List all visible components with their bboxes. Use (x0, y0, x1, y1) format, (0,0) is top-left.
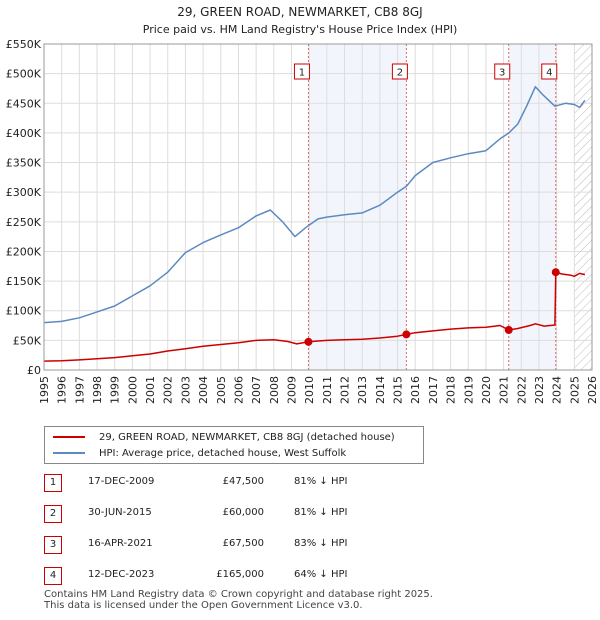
transaction-price: £47,500 (222, 476, 264, 487)
sale-marker-label: 1 (299, 68, 305, 79)
x-tick-label: 2006 (232, 376, 245, 404)
sale-point (504, 325, 513, 334)
legend-swatch-property (53, 436, 85, 438)
sale-marker-label: 3 (499, 68, 505, 79)
sale-marker-box (494, 63, 511, 80)
y-tick-label: £200K (6, 245, 42, 258)
x-tick-label: 2014 (374, 376, 387, 404)
x-tick-label: 2005 (215, 376, 228, 404)
footer: Contains HM Land Registry data © Crown c… (44, 589, 433, 611)
period-shade (508, 44, 556, 370)
x-tick-label: 2017 (427, 376, 440, 404)
x-tick-label: 2001 (144, 376, 157, 404)
x-tick-label: 1998 (91, 376, 104, 404)
plot-border (43, 43, 593, 371)
transaction-hpi: 81% ↓ HPI (294, 476, 348, 487)
transaction-number: 2 (44, 505, 62, 523)
transaction-date: 17-DEC-2009 (88, 476, 155, 487)
x-tick-label: 2008 (268, 376, 281, 404)
x-tick-label: 2000 (126, 376, 139, 404)
sale-marker-box (391, 63, 408, 80)
chart-title: 29, GREEN ROAD, NEWMARKET, CB8 8GJ (177, 5, 422, 19)
sale-marker-box (541, 63, 558, 80)
x-tick-label: 1995 (38, 376, 51, 404)
x-tick-label: 2007 (250, 376, 263, 404)
transaction-price: £165,000 (216, 569, 264, 580)
sale-point (551, 268, 560, 277)
legend-label-hpi: HPI: Average price, detached house, West… (99, 447, 347, 459)
x-tick-label: 1996 (56, 376, 69, 404)
footer-copyright: Contains HM Land Registry data © Crown c… (44, 589, 433, 600)
y-tick-label: £550K (6, 38, 42, 51)
x-tick-label: 2011 (321, 376, 334, 404)
y-tick-label: £400K (6, 127, 42, 140)
sale-marker-label: 4 (546, 68, 552, 79)
y-tick-label: £350K (6, 157, 42, 170)
x-tick-label: 2022 (515, 376, 528, 404)
transaction-price: £60,000 (222, 507, 264, 518)
x-tick-label: 2016 (409, 376, 422, 404)
y-tick-label: £250K (6, 216, 42, 229)
future-hatch (574, 44, 592, 370)
x-tick-label: 2024 (551, 376, 564, 404)
legend-item-property: 29, GREEN ROAD, NEWMARKET, CB8 8GJ (deta… (53, 430, 395, 444)
hpi-series-line (43, 85, 586, 324)
period-shade (308, 44, 407, 370)
footer-licence: This data is licensed under the Open Gov… (44, 600, 363, 611)
legend-item-hpi: HPI: Average price, detached house, West… (53, 446, 346, 460)
x-tick-label: 2013 (356, 376, 369, 404)
transaction-date: 30-JUN-2015 (88, 507, 152, 518)
x-tick-label: 2003 (179, 376, 192, 404)
y-tick-label: £150K (6, 275, 42, 288)
x-tick-label: 2004 (197, 376, 210, 404)
x-tick-label: 2009 (285, 376, 298, 404)
x-tick-label: 2018 (445, 376, 458, 404)
transaction-hpi: 64% ↓ HPI (294, 569, 348, 580)
x-tick-label: 2023 (533, 376, 546, 404)
legend-swatch-hpi (53, 452, 85, 454)
sale-marker-label: 2 (397, 68, 403, 79)
transaction-number: 3 (44, 536, 62, 554)
x-tick-label: 2026 (586, 376, 599, 404)
price-chart: 29, GREEN ROAD, NEWMARKET, CB8 8GJ Price … (6, 5, 599, 404)
sale-point (304, 337, 313, 346)
x-tick-label: 2010 (303, 376, 316, 404)
transaction-number: 4 (44, 567, 62, 585)
x-tick-label: 2015 (392, 376, 405, 404)
legend-label-property: 29, GREEN ROAD, NEWMARKET, CB8 8GJ (deta… (99, 431, 395, 443)
x-tick-label: 1999 (109, 376, 122, 404)
chart-subtitle: Price paid vs. HM Land Registry's House … (143, 23, 458, 36)
sale-point (402, 330, 411, 339)
property-series-line (43, 271, 586, 362)
transaction-price: £67,500 (222, 538, 264, 549)
chart-legend: 29, GREEN ROAD, NEWMARKET, CB8 8GJ (deta… (44, 426, 424, 464)
x-tick-label: 2020 (480, 376, 493, 404)
y-tick-label: £50K (13, 334, 42, 347)
x-tick-label: 1997 (73, 376, 86, 404)
transaction-date: 12-DEC-2023 (88, 569, 155, 580)
y-tick-label: £300K (6, 186, 42, 199)
y-tick-label: £100K (6, 305, 42, 318)
y-tick-label: £0 (27, 364, 41, 377)
transaction-hpi: 83% ↓ HPI (294, 538, 348, 549)
x-tick-label: 2002 (162, 376, 175, 404)
transaction-date: 16-APR-2021 (88, 538, 153, 549)
x-tick-label: 2021 (498, 376, 511, 404)
y-tick-label: £500K (6, 68, 42, 81)
transaction-hpi: 81% ↓ HPI (294, 507, 348, 518)
x-tick-label: 2019 (462, 376, 475, 404)
sale-marker-box (293, 63, 310, 80)
x-tick-label: 2025 (568, 376, 581, 404)
y-tick-label: £450K (6, 97, 42, 110)
x-tick-label: 2012 (339, 376, 352, 404)
transaction-number: 1 (44, 474, 62, 492)
